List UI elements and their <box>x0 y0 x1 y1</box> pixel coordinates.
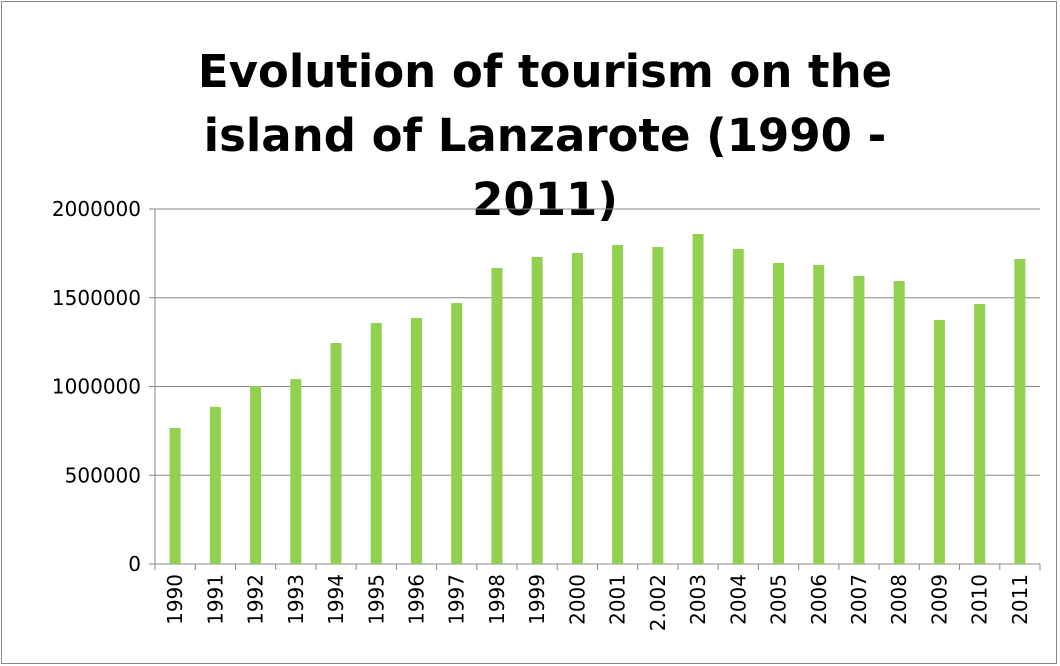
x-tick-label: 2003 <box>686 574 710 625</box>
x-tick-label: 2007 <box>847 574 871 625</box>
y-tick-label: 2000000 <box>52 197 141 221</box>
x-tick-label: 1994 <box>324 574 348 625</box>
x-tick-label: 1998 <box>485 574 509 625</box>
bar <box>652 246 664 565</box>
bar <box>612 245 624 564</box>
bar <box>491 267 503 564</box>
x-tick-label: 2001 <box>606 574 630 625</box>
y-tick-label: 1500000 <box>52 286 141 310</box>
x-tick-label: 1995 <box>364 574 388 625</box>
x-tick-label: 1997 <box>445 574 469 625</box>
x-tick-label: 2000 <box>565 574 589 625</box>
bar <box>893 281 905 564</box>
bar <box>410 317 422 564</box>
bar <box>169 428 181 564</box>
bar <box>330 343 342 564</box>
x-tick-label: 2005 <box>767 574 791 625</box>
bar <box>813 264 825 564</box>
bar <box>290 379 302 564</box>
bar <box>571 253 583 564</box>
bar <box>732 248 744 564</box>
x-tick-label: 2006 <box>807 574 831 625</box>
x-tick-label: 1992 <box>244 574 268 625</box>
chart-title: Evolution of tourism on the island of La… <box>197 45 893 226</box>
x-tick-label: 1990 <box>163 574 187 625</box>
y-tick-label: 0 <box>128 552 141 576</box>
x-tick-label: 1996 <box>404 574 428 625</box>
bar <box>974 303 986 564</box>
bar <box>773 262 785 564</box>
x-tick-label: 2008 <box>887 574 911 625</box>
bar <box>853 275 865 564</box>
x-tick-label: 1999 <box>525 574 549 625</box>
bar <box>933 319 945 564</box>
bar <box>250 385 262 564</box>
x-tick-label: 1991 <box>203 574 227 625</box>
bar <box>209 406 221 564</box>
bar <box>1014 259 1026 564</box>
x-tick-label: 2011 <box>1008 574 1032 625</box>
bar <box>531 256 543 564</box>
y-tick-label: 1000000 <box>52 375 141 399</box>
x-tick-label: 2009 <box>927 574 951 625</box>
bar <box>451 303 463 564</box>
x-tick-label: 2010 <box>968 574 992 625</box>
x-tick-label: 2.002 <box>646 574 670 631</box>
bar <box>692 234 704 564</box>
bar <box>370 322 382 564</box>
y-tick-label: 500000 <box>65 463 141 487</box>
x-tick-label: 2004 <box>726 574 750 625</box>
x-tick-label: 1993 <box>284 574 308 625</box>
